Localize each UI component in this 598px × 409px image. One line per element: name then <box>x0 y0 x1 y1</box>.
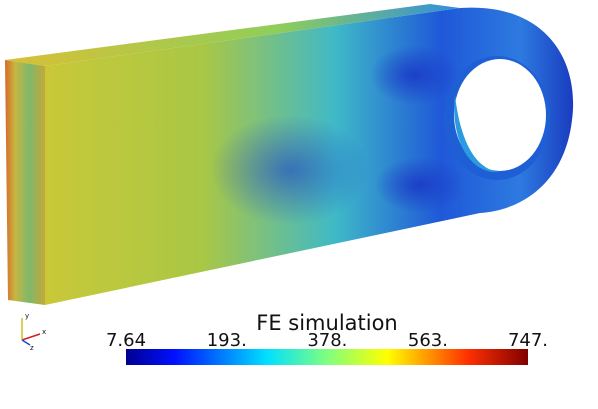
colorbar-tick-label: 378. <box>307 330 347 351</box>
colorbar-tick-label: 563. <box>408 330 448 351</box>
colorbar-title: FE simulation <box>256 311 398 335</box>
colorbar-gradient <box>126 349 528 365</box>
colorbar: FE simulation 7.64 193. 378. 563. 747. <box>106 311 548 365</box>
colorbar-tick-label: 7.64 <box>106 330 146 351</box>
axis-x-label: x <box>42 328 46 336</box>
colorbar-tick-label: 747. <box>508 330 548 351</box>
colorbar-tick-label: 193. <box>207 330 247 351</box>
axis-y-label: y <box>25 312 29 320</box>
fe-model <box>5 4 574 306</box>
axis-z-label: z <box>30 344 34 352</box>
axes-triad: x y z <box>21 312 46 352</box>
